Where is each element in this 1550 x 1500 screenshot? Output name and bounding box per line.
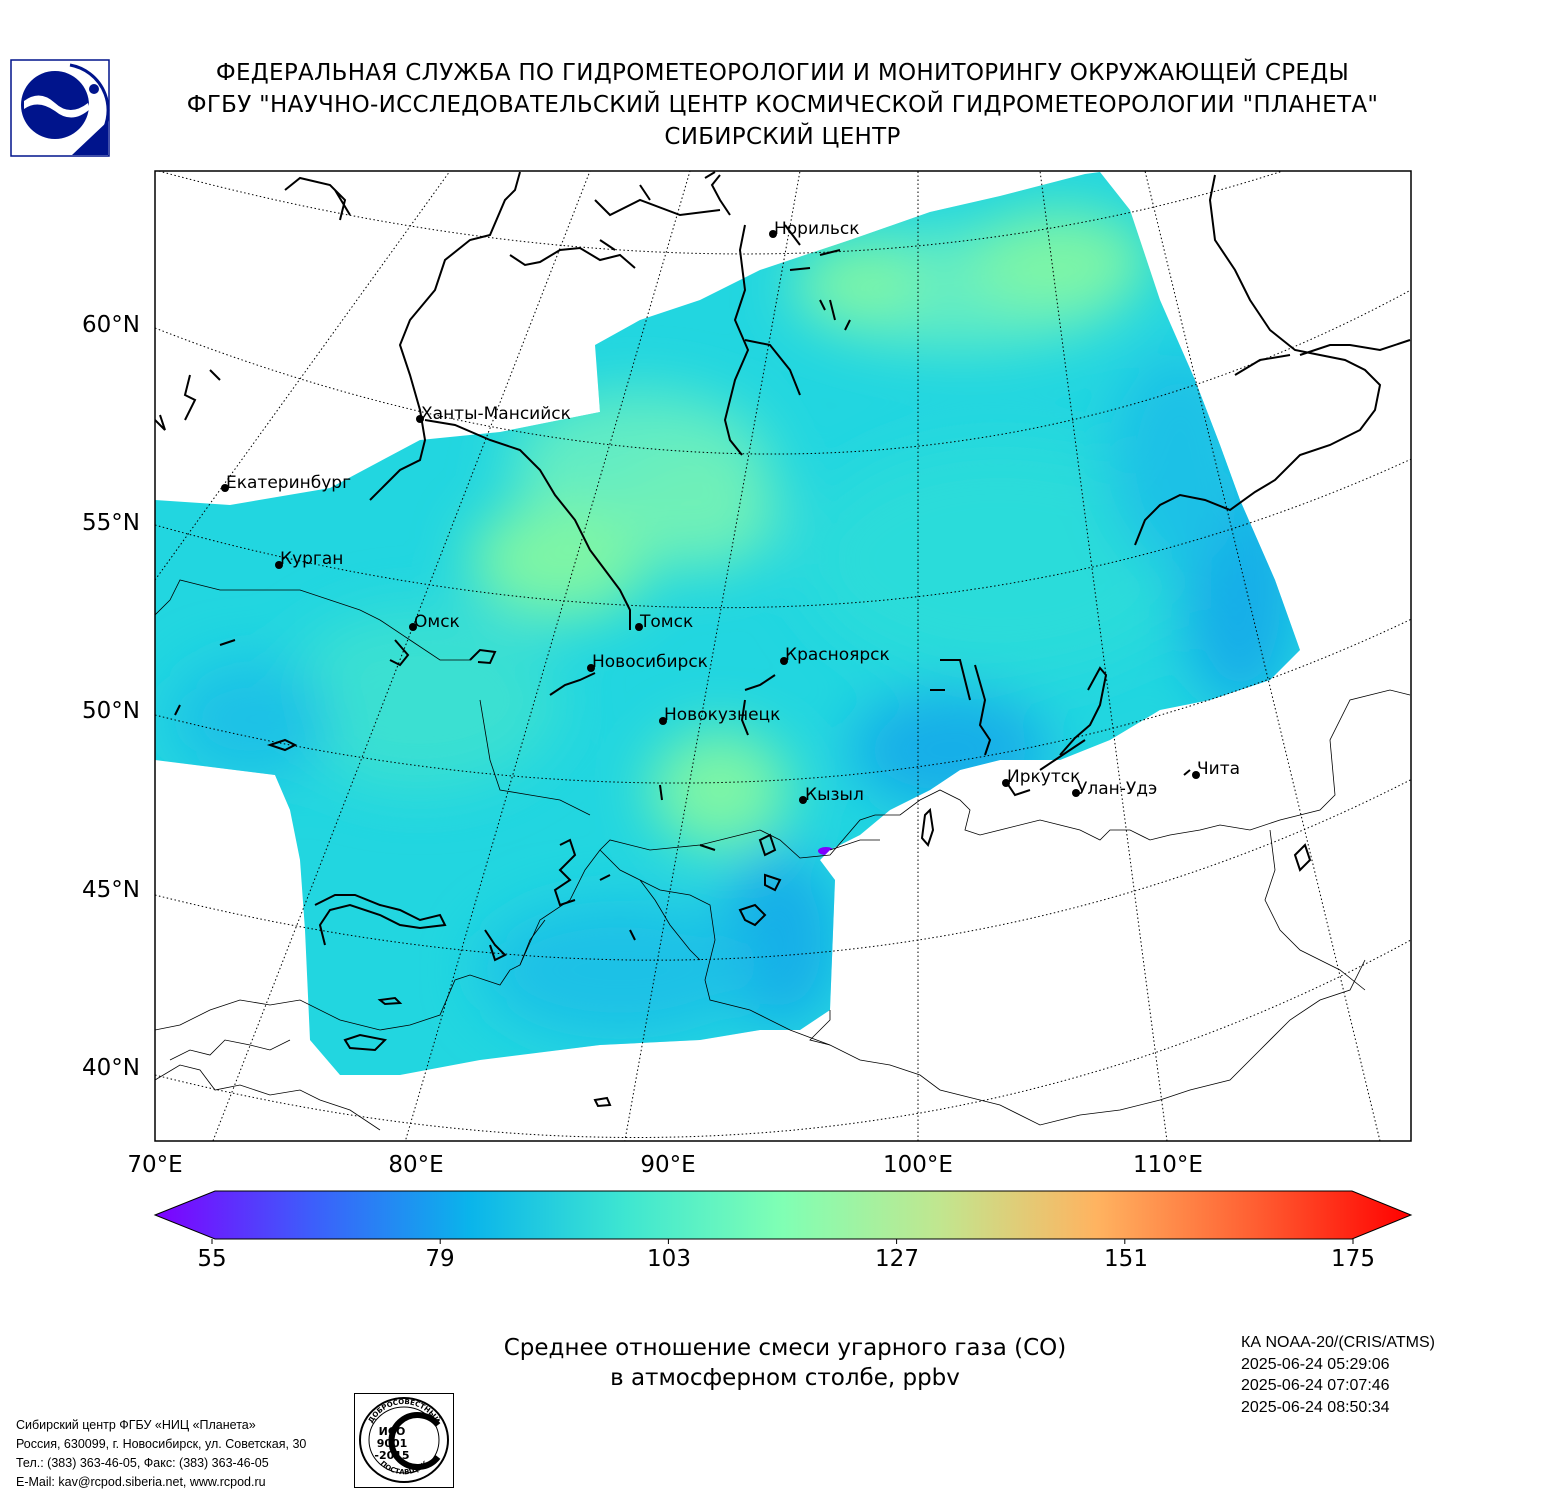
- city-marker-krasnoyarsk: [780, 657, 788, 665]
- city-label-kyzyl: Кызыл: [805, 785, 864, 805]
- pass-time-1: 2025-06-24 05:29:06: [1241, 1355, 1390, 1373]
- city-marker-norilsk: [769, 230, 777, 238]
- city-marker-novokuznetsk: [659, 717, 667, 725]
- lon-label-90: 90°E: [640, 1152, 696, 1178]
- colorbar-gradient: [153, 1190, 1413, 1240]
- city-label-norilsk: Норильск: [774, 219, 860, 239]
- lon-label-80: 80°E: [388, 1152, 444, 1178]
- colorbar-tick-label: 103: [647, 1246, 691, 1272]
- footer-address: Россия, 630099, г. Новосибирск, ул. Сове…: [16, 1437, 307, 1451]
- iso-certification-stamp-icon: ДОБРОСОВЕСТНЫЙ ПОСТАВЩИК ИСО 9001 -2015: [354, 1393, 454, 1488]
- city-marker-novosibirsk: [587, 664, 595, 672]
- footer-phone: Тел.: (383) 363-46-05, Факс: (383) 363-4…: [16, 1456, 269, 1470]
- graticule: [155, 171, 1411, 1141]
- header-line-3: СИБИРСКИЙ ЦЕНТР: [664, 124, 901, 150]
- colorbar-tick-label: 79: [425, 1246, 455, 1272]
- city-label-tomsk: Томск: [640, 612, 694, 632]
- city-marker-chita: [1192, 771, 1200, 779]
- colorbar-tick-label: 175: [1331, 1246, 1375, 1272]
- city-label-irkutsk: Иркутск: [1007, 767, 1081, 787]
- contact-footer: Сибирский центр ФГБУ «НИЦ «Планета» Росс…: [16, 1416, 306, 1492]
- satellite-name: КА NOAA-20/(CRIS/ATMS): [1241, 1334, 1435, 1351]
- city-label-khanty-mansiysk: Ханты-Мансийск: [421, 404, 571, 424]
- city-marker-kyzyl: [799, 796, 807, 804]
- iso-line-3: -2015: [374, 1449, 409, 1462]
- city-label-omsk: Омск: [414, 612, 460, 632]
- caption-line-1: Среднее отношение смеси угарного газа (C…: [503, 1335, 1067, 1361]
- lon-label-110: 110°E: [1133, 1152, 1203, 1178]
- colorbar-tick-label: 151: [1104, 1246, 1148, 1272]
- pass-time-2: 2025-06-24 07:07:46: [1241, 1377, 1390, 1394]
- colorbar-tick-label: 55: [197, 1246, 227, 1272]
- pass-time-3: 2025-06-24 08:50:34: [1241, 1398, 1390, 1416]
- footer-email: E-Mail: kav@rcpod.siberia.net, www.rcpod…: [16, 1475, 266, 1489]
- lat-label-40: 40°N: [82, 1055, 140, 1081]
- city-label-novokuznetsk: Новокузнецк: [664, 705, 781, 725]
- city-label-ulan-ude: Улан-Удэ: [1077, 779, 1158, 799]
- lon-label-70: 70°E: [127, 1152, 183, 1178]
- lat-label-50: 50°N: [82, 698, 140, 724]
- city-marker-khanty-mansiysk: [416, 415, 424, 423]
- city-label-krasnoyarsk: Красноярск: [785, 645, 890, 665]
- map-caption: Среднее отношение смеси угарного газа (C…: [380, 1333, 1190, 1393]
- header-line-1: ФЕДЕРАЛЬНАЯ СЛУЖБА ПО ГИДРОМЕТЕОРОЛОГИИ …: [215, 60, 1350, 86]
- colorbar-tick-label: 127: [875, 1246, 919, 1272]
- map-frame: [154, 170, 1412, 1142]
- city-label-novosibirsk: Новосибирск: [592, 652, 708, 672]
- header-title: ФЕДЕРАЛЬНАЯ СЛУЖБА ПО ГИДРОМЕТЕОРОЛОГИИ …: [120, 57, 1445, 153]
- city-marker-yekaterinburg: [221, 484, 229, 492]
- lat-label-55: 55°N: [82, 510, 140, 536]
- lon-label-100: 100°E: [883, 1152, 953, 1178]
- city-marker-ulan-ude: [1072, 789, 1080, 797]
- header-line-2: ФГБУ "НАУЧНО-ИССЛЕДОВАТЕЛЬСКИЙ ЦЕНТР КОС…: [186, 92, 1379, 118]
- city-marker-kurgan: [275, 561, 283, 569]
- footer-org: Сибирский центр ФГБУ «НИЦ «Планета»: [16, 1418, 256, 1432]
- borders: [155, 579, 1411, 1131]
- city-marker-omsk: [409, 623, 417, 631]
- lat-label-60: 60°N: [82, 312, 140, 338]
- colorbar: [153, 1190, 1413, 1244]
- lat-label-45: 45°N: [82, 877, 140, 903]
- caption-line-2: в атмосферном столбе, ppbv: [610, 1365, 960, 1391]
- city-marker-tomsk: [635, 623, 643, 631]
- roshydromet-logo-icon: [10, 59, 110, 157]
- city-label-kurgan: Курган: [280, 549, 344, 569]
- satellite-info: КА NOAA-20/(CRIS/ATMS) 2025-06-24 05:29:…: [1241, 1332, 1435, 1418]
- city-label-chita: Чита: [1197, 759, 1241, 779]
- city-label-yekaterinburg: Екатеринбург: [226, 473, 352, 493]
- coastlines-rivers: [155, 171, 1411, 1108]
- iso-line-2: 9001: [377, 1437, 408, 1450]
- iso-line-1: ИСО: [379, 1425, 406, 1438]
- city-marker-irkutsk: [1002, 779, 1010, 787]
